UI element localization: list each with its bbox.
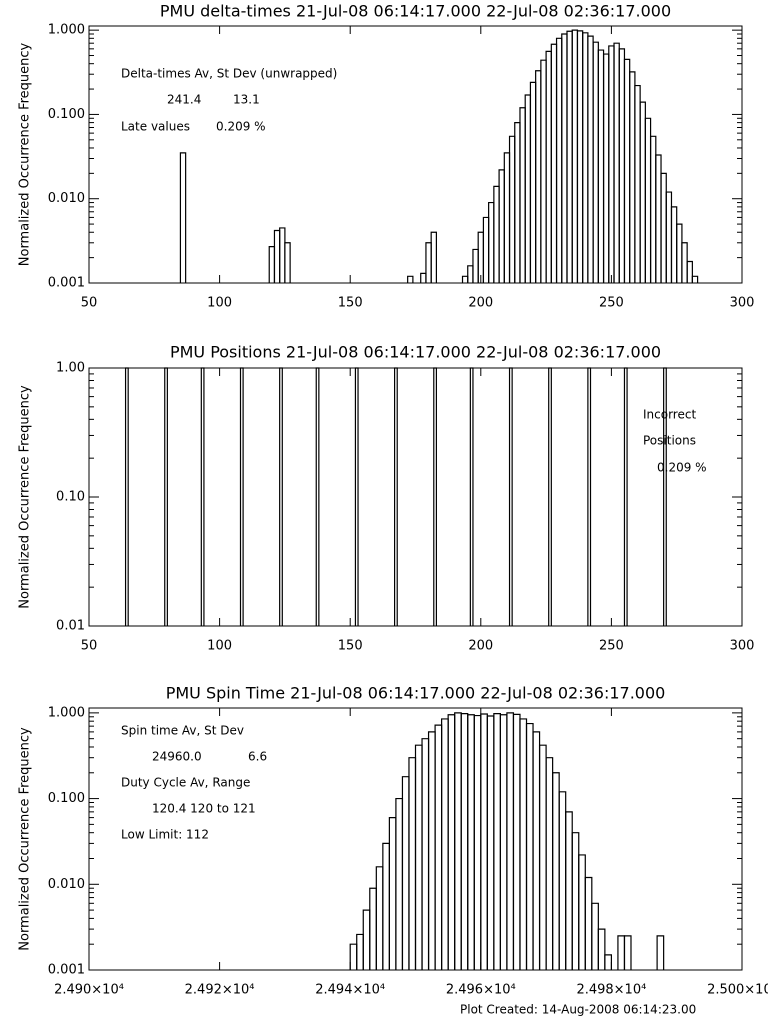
histogram-bin (587, 367, 592, 626)
histogram-bin (200, 367, 205, 626)
footer: Plot Created: 14-Aug-2008 06:14:23.00 (460, 1003, 696, 1017)
histogram-bin (548, 367, 552, 626)
x-tick-label: 2.492×10⁴ (185, 983, 255, 998)
annotation: Positions (643, 434, 696, 448)
histogram-bin (394, 367, 398, 626)
annotation: 120.4 120 to 121 (152, 802, 256, 816)
y-tick-label: 0.100 (48, 107, 85, 122)
histogram-bin (407, 275, 414, 283)
x-tick-label: 300 (730, 296, 755, 311)
histogram-bin (284, 242, 291, 283)
x-tick-label: 100 (207, 296, 232, 311)
histogram-bin (597, 928, 606, 970)
x-tick-label: 200 (468, 296, 493, 311)
histogram-bin (663, 367, 667, 626)
x-tick-label: 150 (338, 296, 363, 311)
histogram-bin (179, 152, 187, 283)
histogram-bin (124, 367, 129, 626)
x-tick-label: 300 (730, 639, 755, 654)
y-tick-label: 0.001 (48, 963, 85, 978)
x-tick-label: 2.498×10⁴ (576, 983, 646, 998)
histogram-bin (469, 367, 474, 626)
y-tick-label: 0.010 (48, 877, 85, 892)
chart-title: PMU Positions 21-Jul-08 06:14:17.000 22-… (170, 343, 661, 362)
x-tick-label: 2.494×10⁴ (315, 983, 385, 998)
histogram-bin (433, 367, 437, 626)
histogram-bin (604, 954, 612, 970)
annotation: 0.209 % (657, 461, 707, 475)
histogram-bin (279, 367, 283, 626)
x-tick-label: 2.496×10⁴ (446, 983, 516, 998)
y-axis-label: Normalized Occurrence Frequency (18, 385, 33, 609)
y-tick-label: 0.01 (56, 619, 85, 634)
y-tick-label: 0.100 (48, 791, 85, 806)
x-tick-label: 100 (207, 639, 232, 654)
annotation: 0.209 % (216, 120, 266, 134)
annotation: 13.1 (233, 93, 260, 107)
histogram-bin (656, 935, 665, 970)
y-axis-label: Normalized Occurrence Frequency (18, 727, 33, 951)
y-tick-label: 0.10 (56, 490, 85, 505)
annotation: Spin time Av, St Dev (121, 724, 244, 738)
histogram-bin (239, 367, 244, 626)
histogram-bin (623, 935, 632, 970)
chart-title: PMU Spin Time 21-Jul-08 06:14:17.000 22-… (166, 684, 666, 703)
annotation: 24960.0 (152, 750, 202, 764)
y-tick-label: 1.000 (48, 705, 85, 720)
annotation: 241.4 (167, 93, 201, 107)
x-tick-label: 50 (81, 639, 98, 654)
x-tick-label: 200 (468, 639, 493, 654)
histogram-bin (164, 367, 168, 626)
y-axis-label: Normalized Occurrence Frequency (18, 42, 33, 266)
histogram-bin (430, 231, 437, 283)
chart-title: PMU delta-times 21-Jul-08 06:14:17.000 2… (160, 2, 671, 21)
annotation: Duty Cycle Av, Range (121, 776, 250, 790)
y-tick-label: 1.000 (48, 23, 85, 38)
x-tick-label: 150 (338, 639, 363, 654)
histogram-bin (691, 275, 699, 283)
histogram-bin (508, 367, 513, 626)
x-tick-label: 2.500×10⁴ (707, 983, 768, 998)
x-tick-label: 250 (599, 639, 624, 654)
y-tick-label: 0.001 (48, 276, 85, 291)
annotation: Delta-times Av, St Dev (unwrapped) (121, 67, 337, 81)
annotation: Low Limit: 112 (121, 828, 209, 842)
histogram-bin (354, 367, 359, 626)
histogram-bin (623, 367, 628, 626)
annotation: Incorrect (643, 408, 696, 422)
x-tick-label: 50 (81, 296, 98, 311)
histogram-bin (315, 367, 320, 626)
plot-frame (88, 25, 743, 284)
annotation: 6.6 (248, 750, 267, 764)
x-tick-label: 2.490×10⁴ (54, 983, 124, 998)
y-tick-label: 1.00 (56, 361, 85, 376)
histogram-bin (686, 260, 693, 283)
annotation: Late values (121, 120, 190, 134)
x-tick-label: 250 (599, 296, 624, 311)
y-tick-label: 0.010 (48, 191, 85, 206)
